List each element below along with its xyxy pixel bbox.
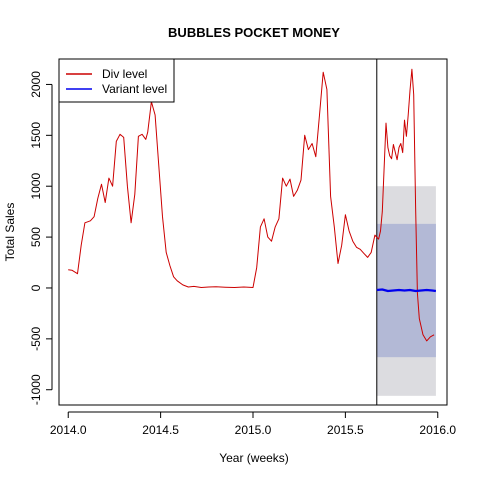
x-tick-label: 2014.5 [142, 423, 179, 437]
y-axis-label: Total Sales [3, 203, 17, 262]
x-axis-label: Year (weeks) [219, 451, 289, 465]
plot-area [68, 59, 437, 405]
chart-title: BUBBLES POCKET MONEY [168, 25, 340, 40]
series-line-div-level [68, 68, 435, 342]
legend-div-label: Div level [102, 67, 147, 81]
y-tick-label: 500 [29, 227, 43, 247]
y-tick-label: 1000 [29, 173, 43, 200]
y-tick-label: -500 [29, 327, 43, 351]
x-tick-label: 2014.0 [50, 423, 87, 437]
legend-variant-label: Variant level [102, 82, 167, 96]
y-tick-label: 0 [29, 284, 43, 291]
y-tick-label: 2000 [29, 71, 43, 98]
y-tick-label: -1000 [29, 374, 43, 405]
plot-frame [58, 58, 448, 406]
legend: Div level Variant level [58, 58, 175, 103]
x-axis: 2014.0 2014.5 2015.0 2015.5 2016.0 [50, 411, 456, 437]
x-tick-label: 2015.5 [327, 423, 364, 437]
y-axis: -1000 -500 0 500 1000 1500 2000 [29, 71, 53, 405]
series-line-variant-level [376, 288, 437, 293]
x-tick-label: 2016.0 [419, 423, 456, 437]
legend-box [58, 58, 175, 103]
x-tick-label: 2015.0 [235, 423, 272, 437]
y-tick-label: 1500 [29, 122, 43, 149]
